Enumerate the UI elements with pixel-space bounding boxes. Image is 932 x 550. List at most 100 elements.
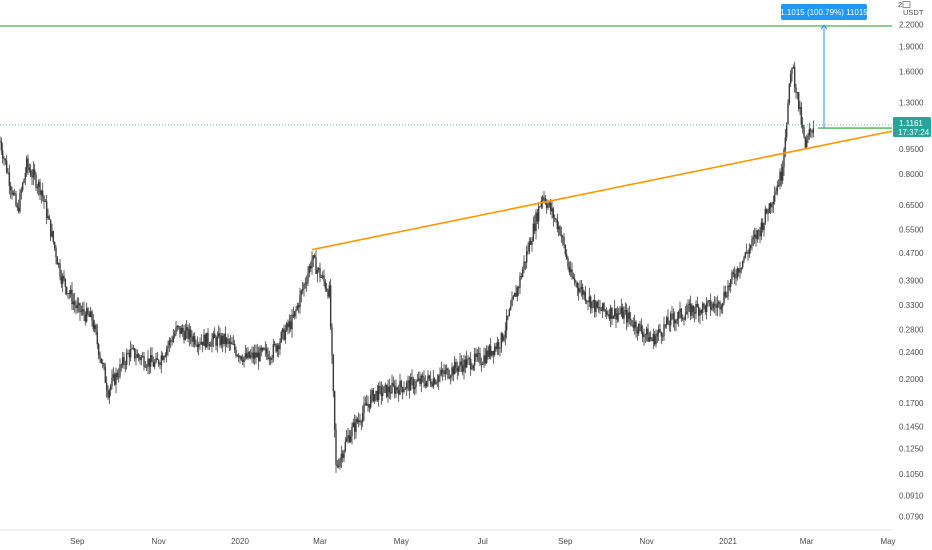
candle-body xyxy=(787,103,789,124)
candle-body xyxy=(463,359,465,372)
candle-body xyxy=(21,182,24,191)
candle-body xyxy=(436,381,439,383)
candle-body xyxy=(136,354,139,358)
candle-body xyxy=(573,278,576,283)
candle-body xyxy=(240,356,243,360)
candle-body xyxy=(616,313,619,320)
candle-body xyxy=(423,377,425,384)
candle-body xyxy=(505,315,508,331)
candle-body xyxy=(629,318,632,321)
candle-body xyxy=(763,222,765,230)
candle-body xyxy=(349,436,352,442)
candle-body xyxy=(744,252,747,258)
candle-body xyxy=(685,311,688,315)
candle-body xyxy=(120,364,123,366)
candle-body xyxy=(431,384,433,387)
candle-body xyxy=(456,367,459,372)
candle-body xyxy=(195,344,197,346)
candle-body xyxy=(536,212,539,222)
candle-body xyxy=(407,380,409,383)
candle-body xyxy=(531,240,533,245)
candle-body xyxy=(805,139,808,148)
candle-body xyxy=(397,389,400,395)
price-tag-box xyxy=(893,116,931,137)
candle-body xyxy=(256,352,259,358)
candle-body xyxy=(459,361,461,367)
y-tick-label: 0.3900 xyxy=(899,276,924,285)
candle-body xyxy=(332,355,335,392)
candle-body xyxy=(271,357,273,360)
candle-body xyxy=(372,389,375,401)
candle-body xyxy=(533,223,536,232)
candle-body xyxy=(728,285,731,287)
candle-body xyxy=(56,257,59,265)
scale-icon xyxy=(902,1,911,8)
candle-body xyxy=(164,355,167,357)
candle-body xyxy=(131,347,133,349)
candle-body xyxy=(717,302,720,304)
candle-body xyxy=(472,365,475,369)
candle-body xyxy=(39,181,41,195)
candle-body xyxy=(776,185,779,192)
measurement-tool[interactable]: 1.1015 (100.79%) 11015 xyxy=(780,4,868,129)
candle-body xyxy=(808,129,811,136)
candle-body xyxy=(112,374,115,378)
candle-body xyxy=(312,255,315,260)
candle-body xyxy=(716,303,719,308)
candle-body xyxy=(325,288,328,291)
candle-body xyxy=(171,340,173,342)
candle-body xyxy=(113,374,116,385)
candle-body xyxy=(585,300,588,302)
candle-body xyxy=(749,245,752,249)
candle-body xyxy=(327,290,329,297)
candle-body xyxy=(455,361,457,368)
candle-body xyxy=(67,293,69,295)
candle-body xyxy=(204,334,207,348)
candle-body xyxy=(176,325,179,328)
candle-body xyxy=(645,328,648,335)
candle-body xyxy=(416,380,419,382)
candle-body xyxy=(439,374,441,377)
candle-body xyxy=(399,380,401,395)
candle-body xyxy=(760,222,763,237)
candle-body xyxy=(301,289,304,291)
candle-body xyxy=(237,355,240,358)
candle-body xyxy=(643,335,645,338)
candle-body xyxy=(79,303,81,313)
candle-body xyxy=(451,367,453,377)
candle-body xyxy=(272,344,275,358)
candle-body xyxy=(225,338,228,345)
candle-body xyxy=(693,312,696,314)
candle-body xyxy=(765,209,768,213)
candle-body xyxy=(88,313,91,317)
candle-body xyxy=(44,201,47,203)
candle-body xyxy=(527,251,529,252)
candle-body xyxy=(403,389,405,393)
candle-body xyxy=(496,342,499,350)
candle-body xyxy=(480,363,483,365)
price-axis[interactable]: 2 USDT 2.2000 1.9000 1.6000 1.3000 0.9500 0.8… xyxy=(893,0,931,521)
candle-body xyxy=(707,300,709,303)
time-axis[interactable]: Sep Nov 2020 Mar May Jul Sep Nov 2021 Mar May xyxy=(0,529,896,546)
candle-body xyxy=(688,303,691,306)
candle-body xyxy=(187,327,189,339)
candle-body xyxy=(345,438,348,442)
candle-body xyxy=(777,185,780,187)
candle-body xyxy=(69,289,72,294)
y-tick-label: 0.5500 xyxy=(899,226,924,235)
candle-body xyxy=(207,332,209,345)
y-tick-label: 1.9000 xyxy=(899,42,924,51)
candle-body xyxy=(420,375,423,384)
measurement-label-box xyxy=(781,4,867,20)
candle-body xyxy=(127,352,129,354)
candle-body xyxy=(211,339,213,347)
candle-body xyxy=(368,404,371,408)
candle-body xyxy=(279,341,281,350)
candle-body xyxy=(593,300,596,312)
price-plot[interactable]: 1.1015 (100.79%) 11015 xyxy=(0,4,893,473)
trendline[interactable] xyxy=(311,130,893,251)
candle-body xyxy=(244,353,247,358)
candle-body xyxy=(97,344,100,356)
candle-body xyxy=(517,287,520,289)
